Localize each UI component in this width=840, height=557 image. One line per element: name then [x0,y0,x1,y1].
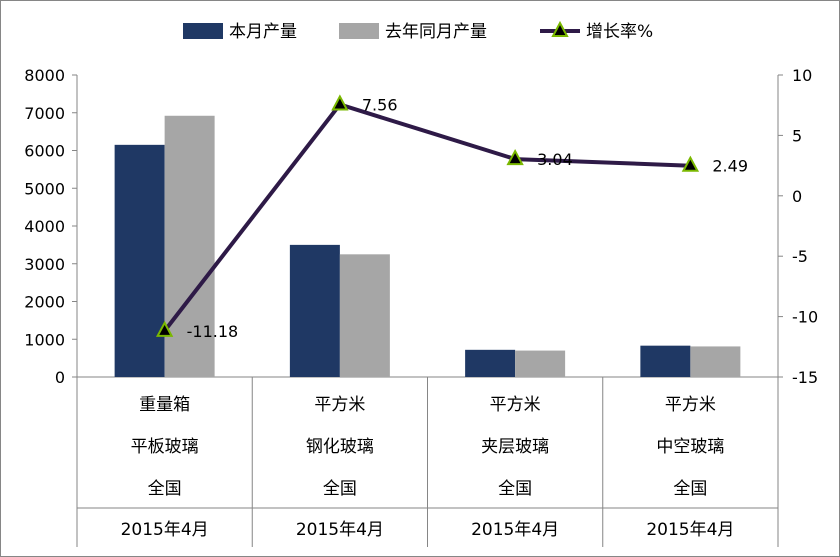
y-left-tick-label: 2000 [24,293,65,312]
growth-marker [155,320,174,337]
growth-marker [681,155,700,172]
growth-marker [506,148,524,166]
growth-line-path [163,102,691,333]
growth-marker [331,94,349,111]
category-labels: 重量箱平板玻璃全国2015年4月平方米钢化玻璃全国2015年4月平方米夹层玻璃全… [121,395,735,540]
y-left-tick-label: 4000 [24,217,65,236]
y-left-tick-label: 3000 [24,255,65,274]
category-label: 全国 [498,479,532,499]
category-label: 平方米 [490,395,541,415]
category-label: 2015年4月 [646,520,734,540]
y-left-tick-label: 6000 [24,142,65,161]
category-label: 全国 [673,479,707,499]
growth-data-label: -11.18 [187,322,239,341]
category-label: 2015年4月 [121,520,209,540]
y-right-tick-label: 10 [792,66,812,85]
legend-label: 增长率% [586,22,653,42]
legend-swatch [183,23,223,39]
category-label: 夹层玻璃 [481,437,549,457]
category-label: 中空玻璃 [656,437,724,457]
legend-label: 去年同月产量 [385,22,487,42]
y-left-tick-label: 8000 [24,66,65,85]
legend-label: 本月产量 [229,22,297,42]
y-left-tick-label: 0 [55,368,65,387]
legend-swatch [339,23,379,39]
legend: 本月产量 去年同月产量 增长率% [183,20,653,42]
bar-last-year [339,254,390,377]
y-right-tick-label: 0 [792,187,802,206]
bar-last-year [515,350,566,377]
y-left-tick-label: 7000 [24,104,65,123]
y-right-tick-label: -5 [792,247,808,266]
y-right-tick-label: 5 [792,126,802,145]
category-label: 平方米 [314,395,365,415]
axes: 0 1000 2000 3000 4000 5000 6000 7000 8000 -15 -10 -… [24,66,818,547]
growth-data-label: 3.04 [537,150,573,169]
bar-current [640,345,691,377]
category-label: 平方米 [665,395,716,415]
bar-last-year [690,346,741,377]
category-label: 平板玻璃 [131,437,199,457]
bar-current [289,244,340,377]
category-label: 重量箱 [139,395,190,415]
category-label: 全国 [323,479,357,499]
bars [114,115,741,378]
y-left-tick-label: 5000 [24,179,65,198]
category-label: 2015年4月 [296,520,384,540]
growth-data-label: 7.56 [362,95,398,114]
y-right-tick-label: -15 [792,368,818,387]
category-label: 2015年4月 [471,520,559,540]
category-label: 钢化玻璃 [306,437,374,457]
legend-marker [551,20,569,37]
bar-current [114,144,165,377]
bar-last-year [164,115,215,378]
growth-data-label: 2.49 [712,157,748,176]
bar-current [465,349,516,377]
category-label: 全国 [148,479,182,499]
y-left-tick-label: 1000 [24,330,65,349]
growth-line: -11.18 7.56 3.04 2.49 [155,94,748,341]
y-right-tick-label: -10 [792,308,818,327]
